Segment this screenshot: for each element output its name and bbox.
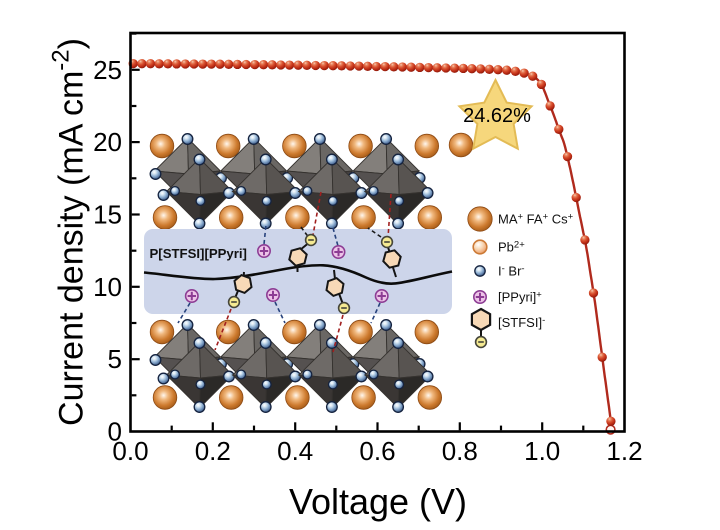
svg-text:1.0: 1.0 [524,436,560,466]
svg-text:15: 15 [93,200,122,230]
svg-text:Current density (mA cm-2): Current density (mA cm-2) [48,38,91,426]
svg-text:Voltage (V): Voltage (V) [289,481,467,522]
svg-text:I- Br-: I- Br- [498,264,525,279]
svg-text:1.2: 1.2 [606,436,642,466]
svg-text:MA+ FA+ Cs+: MA+ FA+ Cs+ [498,212,574,227]
svg-text:0.6: 0.6 [359,436,395,466]
svg-text:20: 20 [93,127,122,157]
svg-text:10: 10 [93,272,122,302]
svg-text:P[STFSI][PPyri]: P[STFSI][PPyri] [150,246,247,261]
svg-text:[PPyri]+: [PPyri]+ [498,290,542,305]
svg-text:24.62%: 24.62% [463,105,531,127]
svg-text:[STFSI]-: [STFSI]- [498,315,545,330]
svg-text:0.8: 0.8 [442,436,478,466]
svg-text:0.2: 0.2 [195,436,231,466]
svg-text:0.0: 0.0 [112,436,148,466]
svg-text:25: 25 [93,55,122,85]
svg-text:0.4: 0.4 [277,436,313,466]
svg-text:5: 5 [108,344,122,374]
svg-text:0: 0 [108,417,122,447]
